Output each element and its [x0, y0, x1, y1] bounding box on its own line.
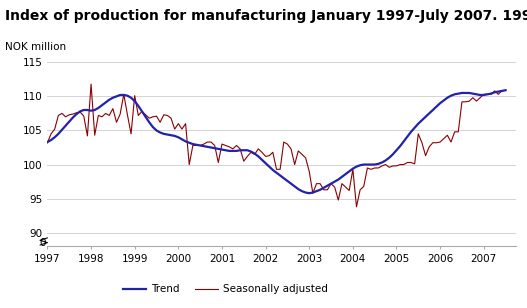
Text: Index of production for manufacturing January 1997-July 2007. 1995=100: Index of production for manufacturing Ja… — [5, 9, 527, 23]
Line: Trend: Trend — [47, 90, 505, 193]
Seasonally adjusted — [44, 141, 51, 144]
Seasonally adjusted — [88, 82, 94, 86]
Trend — [306, 191, 313, 195]
Line: Seasonally adjusted: Seasonally adjusted — [47, 84, 505, 207]
Seasonally adjusted — [477, 96, 483, 99]
Trend — [44, 140, 51, 144]
Trend — [66, 120, 72, 124]
Trend — [473, 92, 480, 96]
Seasonally adjusted — [314, 182, 320, 185]
Seasonally adjusted — [437, 140, 443, 144]
Text: NOK million: NOK million — [5, 42, 66, 52]
Trend — [433, 105, 440, 108]
Trend — [502, 88, 509, 92]
Seasonally adjusted — [502, 88, 509, 92]
Trend — [320, 186, 327, 190]
Seasonally adjusted — [66, 113, 72, 117]
Text: 0: 0 — [39, 238, 46, 248]
Trend — [314, 189, 320, 193]
Seasonally adjusted — [320, 188, 327, 192]
Legend: Trend, Seasonally adjusted: Trend, Seasonally adjusted — [119, 280, 333, 298]
Trend — [339, 175, 345, 179]
Seasonally adjusted — [353, 205, 359, 209]
Seasonally adjusted — [339, 182, 345, 185]
